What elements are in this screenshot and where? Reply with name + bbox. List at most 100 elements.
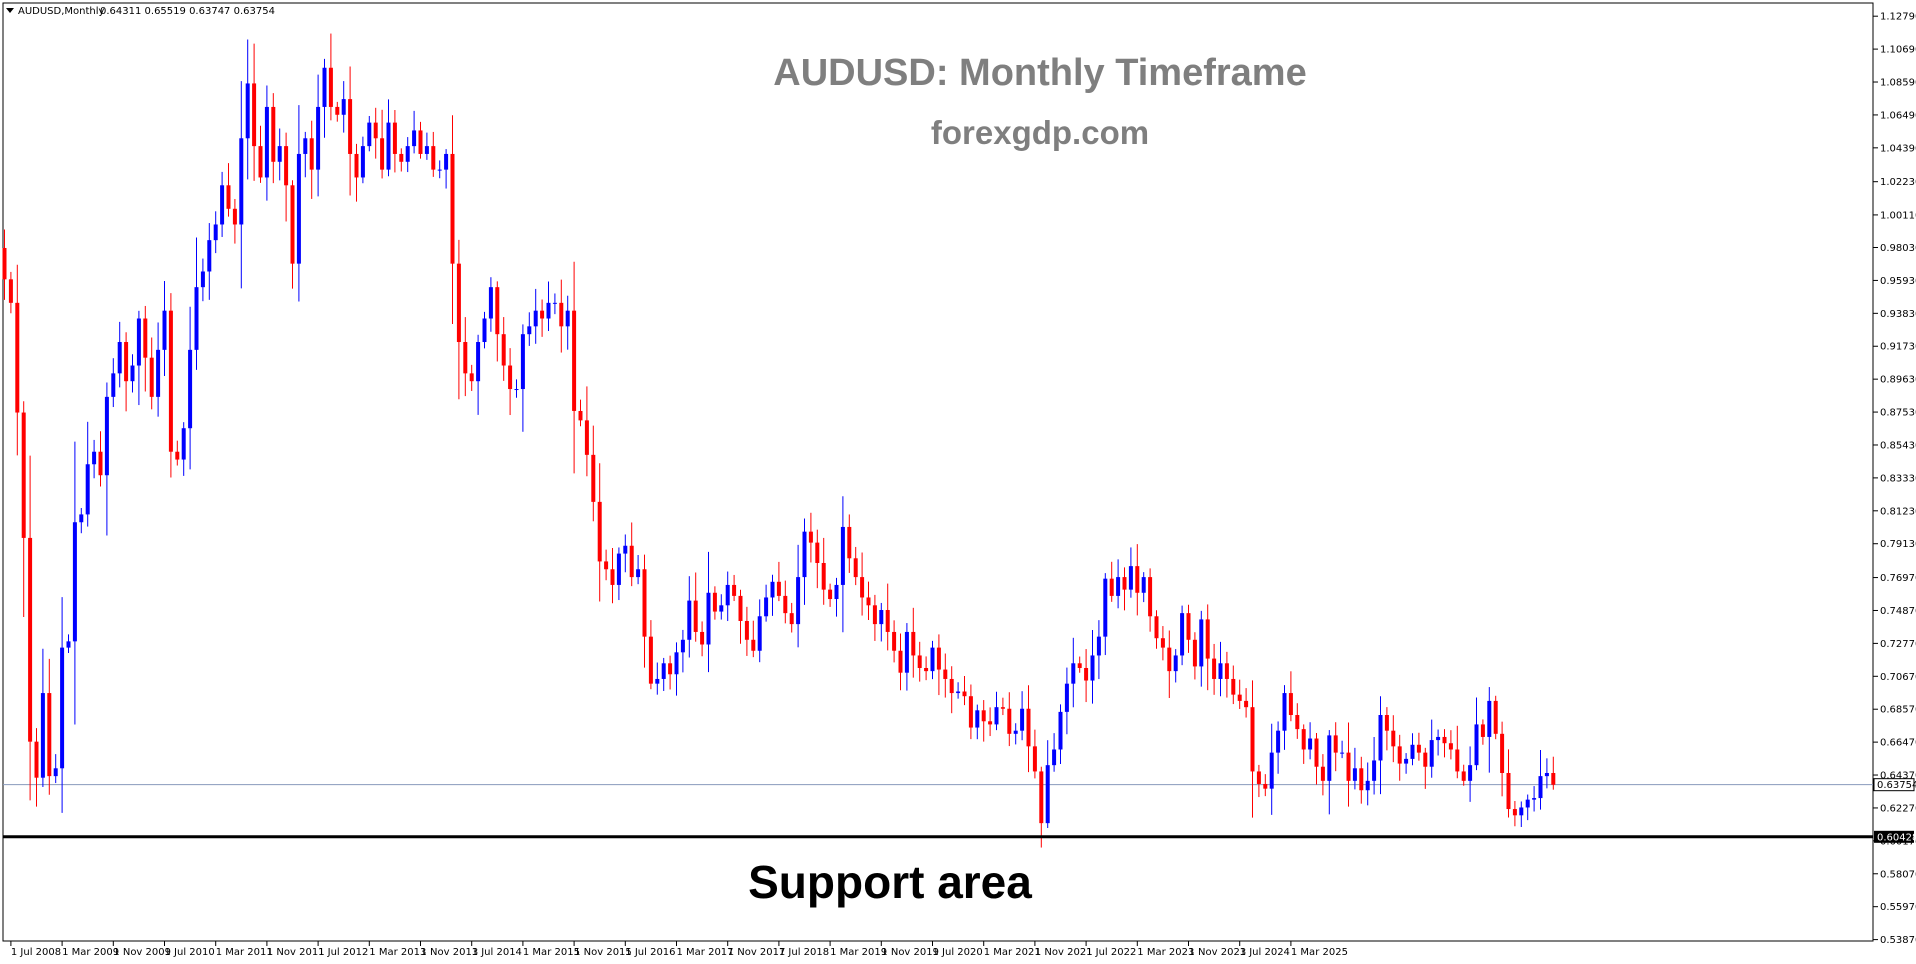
candle-body	[1263, 783, 1268, 789]
candle-body	[1212, 658, 1217, 679]
candle-body	[796, 577, 801, 625]
candle-body	[1410, 744, 1415, 759]
candle-body	[1045, 765, 1050, 824]
x-tick-label: 1 Jul 2024	[1240, 947, 1290, 958]
candle-body	[482, 318, 487, 343]
x-tick-label: 1 Mar 2021	[984, 947, 1041, 958]
candle-body	[1333, 735, 1338, 753]
candle-body	[412, 130, 417, 147]
current-price-tag: 0.63754	[1873, 778, 1916, 792]
candle-body	[578, 410, 583, 421]
candle-body	[1167, 647, 1172, 672]
candle-body	[1148, 577, 1153, 617]
candle-body	[424, 146, 429, 154]
x-tick-label: 1 Nov 2009	[113, 947, 171, 958]
candle-body	[290, 185, 295, 264]
candle-body	[149, 357, 154, 397]
x-tick-label: 1 Nov 2011	[267, 947, 325, 958]
candle-body	[1269, 752, 1274, 789]
price-axis: 1.12790 1.10690 1.08590 1.06490 1.04390 1.022…	[1873, 12, 1916, 946]
candle-body	[1039, 771, 1044, 824]
candle-body	[1308, 738, 1313, 750]
candle-body	[1423, 752, 1428, 767]
candle-body	[360, 146, 365, 178]
candle-body	[1500, 733, 1505, 773]
candle-body	[565, 310, 570, 327]
candle-body	[1346, 752, 1351, 781]
candle-body	[975, 710, 980, 728]
candle-body	[968, 696, 973, 728]
candle-body	[1455, 749, 1460, 772]
candle-body	[200, 271, 205, 288]
candle-body	[296, 153, 301, 264]
candle-body	[706, 592, 711, 645]
candle-body	[1173, 655, 1178, 672]
candle-body	[1141, 577, 1146, 593]
candle-body	[124, 342, 129, 382]
candle-body	[732, 584, 737, 596]
candle-body	[1000, 707, 1005, 709]
candle-body	[1135, 566, 1140, 593]
candle-body	[776, 581, 781, 596]
candle-body	[674, 652, 679, 675]
candle-body	[168, 310, 173, 452]
candle-body	[21, 412, 26, 538]
candle-body	[303, 138, 308, 154]
candle-body	[1250, 707, 1255, 772]
candle-body	[1007, 708, 1012, 734]
candle-body	[1096, 636, 1101, 656]
candle-body	[1026, 708, 1031, 747]
y-tick-label: 1.12790	[1880, 12, 1916, 23]
candle-body	[450, 153, 455, 264]
candle-body	[1512, 809, 1517, 816]
current-price-tag-text: 0.63754	[1877, 780, 1916, 791]
candle-body	[392, 122, 397, 154]
candle-body	[1013, 730, 1018, 734]
x-tick-label: 1 Mar 2009	[62, 947, 119, 958]
candle-body	[892, 631, 897, 651]
candle-body	[444, 153, 449, 170]
candle-body	[92, 451, 97, 465]
candle-body	[1192, 639, 1197, 667]
candle-body	[1282, 693, 1287, 731]
support-price-tag-text: 0.60428	[1877, 832, 1916, 843]
dropdown-triangle-icon[interactable]	[6, 8, 14, 13]
candle-body	[1032, 746, 1037, 772]
candle-body	[79, 514, 84, 523]
candle-body	[636, 569, 641, 578]
y-tick-label: 0.53870	[1880, 935, 1916, 946]
candle-body	[629, 545, 634, 578]
candle-body	[962, 691, 967, 697]
candle-body	[1365, 780, 1370, 791]
candle-body	[956, 691, 961, 694]
candle-body	[540, 310, 545, 319]
candle-body	[514, 389, 519, 391]
x-tick-label: 1 Mar 2019	[830, 947, 887, 958]
candle-body	[693, 600, 698, 632]
x-tick-label: 1 Jul 2012	[318, 947, 368, 958]
candle-body	[162, 310, 167, 350]
candle-body	[34, 741, 39, 778]
candle-body	[924, 667, 929, 672]
support-price-tag-bg	[1874, 830, 1914, 843]
candle-body	[322, 67, 327, 107]
candle-body	[527, 326, 532, 335]
candle-body	[604, 561, 609, 570]
candle-body	[1058, 711, 1063, 750]
candle-body	[1109, 578, 1114, 596]
x-tick-label: 1 Mar 2025	[1291, 947, 1348, 958]
candle-body	[469, 373, 474, 382]
candle-body	[1205, 619, 1210, 659]
candle-body	[1122, 577, 1127, 590]
x-tick-label: 1 Nov 2015	[574, 947, 632, 958]
candle-body	[175, 451, 180, 460]
